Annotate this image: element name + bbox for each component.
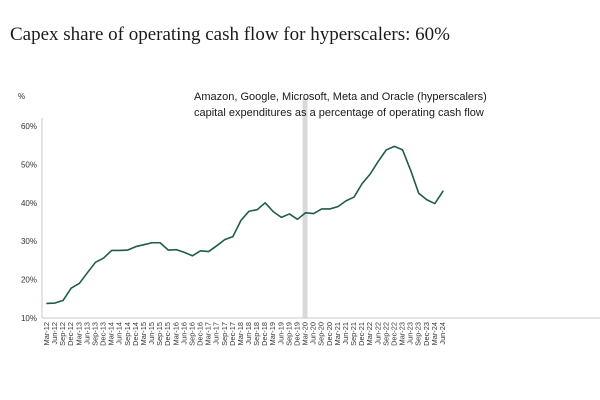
y-tick-label: 10% [21, 314, 37, 323]
x-tick-label: Mar-23 [398, 322, 407, 345]
x-tick-labels: Mar-12 Jun-12 Sep-12 Dec-12 Mar-13 Jun-13 Sep-… [42, 322, 447, 346]
highlight-band [302, 98, 308, 318]
x-tick-label: Jun-23 [406, 322, 415, 345]
y-tick-labels: 10% 20% 30% 40% 50% 60% [21, 122, 37, 323]
x-tick-label: Mar-16 [171, 322, 180, 345]
x-tick-label: Sep-18 [252, 322, 261, 346]
x-tick-label: Dec-23 [422, 322, 431, 346]
x-tick-label: Mar-17 [204, 322, 213, 345]
x-tick-label: Mar-19 [268, 322, 277, 345]
x-tick-label: Dec-14 [131, 322, 140, 346]
x-tick-label: Jun-12 [50, 322, 59, 345]
x-tick-label: Jun-19 [276, 322, 285, 345]
x-tick-label: Mar-15 [139, 322, 148, 345]
chart-title: Capex share of operating cash flow for h… [10, 24, 451, 45]
x-tick-label: Mar-22 [365, 322, 374, 345]
x-tick-label: Sep-14 [123, 322, 132, 346]
x-tick-label: Jun-17 [212, 322, 221, 345]
x-tick-label: Sep-13 [90, 322, 99, 346]
y-tick-label: 60% [21, 122, 37, 131]
x-tick-label: Dec-13 [99, 322, 108, 346]
x-tick-label: Mar-12 [42, 322, 51, 345]
x-tick-label: Dec-22 [389, 322, 398, 346]
x-tick-label: Jun-15 [147, 322, 156, 345]
x-tick-label: Dec-18 [260, 322, 269, 346]
x-tick-label: Dec-15 [163, 322, 172, 346]
series-line [46, 145, 444, 305]
x-tick-label: Jun-13 [82, 322, 91, 345]
x-tick-label: Dec-21 [357, 322, 366, 346]
x-tick-label: Sep-20 [317, 322, 326, 346]
x-tick-label: Sep-16 [187, 322, 196, 346]
annotation-line-1: Amazon, Google, Microsoft, Meta and Orac… [194, 91, 487, 103]
x-tick-label: Mar-24 [430, 322, 439, 345]
x-tick-label: Mar-21 [333, 322, 342, 345]
x-tick-label: Sep-15 [155, 322, 164, 346]
x-tick-label: Jun-14 [115, 322, 124, 345]
x-tick-label: Dec-16 [196, 322, 205, 346]
x-tick-label: Mar-20 [301, 322, 310, 345]
x-tick-label: Mar-18 [236, 322, 245, 345]
y-axis-label: % [18, 92, 25, 101]
x-tick-label: Dec-20 [325, 322, 334, 346]
x-tick-label: Sep-22 [381, 322, 390, 346]
x-tick-label: Sep-12 [58, 322, 67, 346]
x-tick-label: Mar-14 [107, 322, 116, 345]
x-tick-label: Dec-19 [292, 322, 301, 346]
y-tick-label: 30% [21, 237, 37, 246]
y-tick-label: 40% [21, 199, 37, 208]
x-tick-label: Mar-13 [74, 322, 83, 345]
y-tick-label: 50% [21, 160, 37, 169]
annotation-line-2: capital expenditures as a percentage of … [194, 107, 484, 119]
x-tick-label: Sep-23 [414, 322, 423, 346]
data-points [46, 145, 444, 304]
y-tick-label: 20% [21, 276, 37, 285]
x-tick-label: Sep-21 [349, 322, 358, 346]
x-tick-label: Dec-17 [228, 322, 237, 346]
x-tick-label: Dec-12 [66, 322, 75, 346]
x-tick-label: Jun-24 [438, 322, 447, 345]
x-tick-label: Sep-19 [284, 322, 293, 346]
x-tick-label: Jun-16 [179, 322, 188, 345]
x-tick-label: Jun-21 [341, 322, 350, 345]
x-tick-label: Jun-22 [373, 322, 382, 345]
x-tick-label: Jun-20 [309, 322, 318, 345]
x-tick-label: Sep-17 [220, 322, 229, 346]
x-tick-label: Jun-18 [244, 322, 253, 345]
